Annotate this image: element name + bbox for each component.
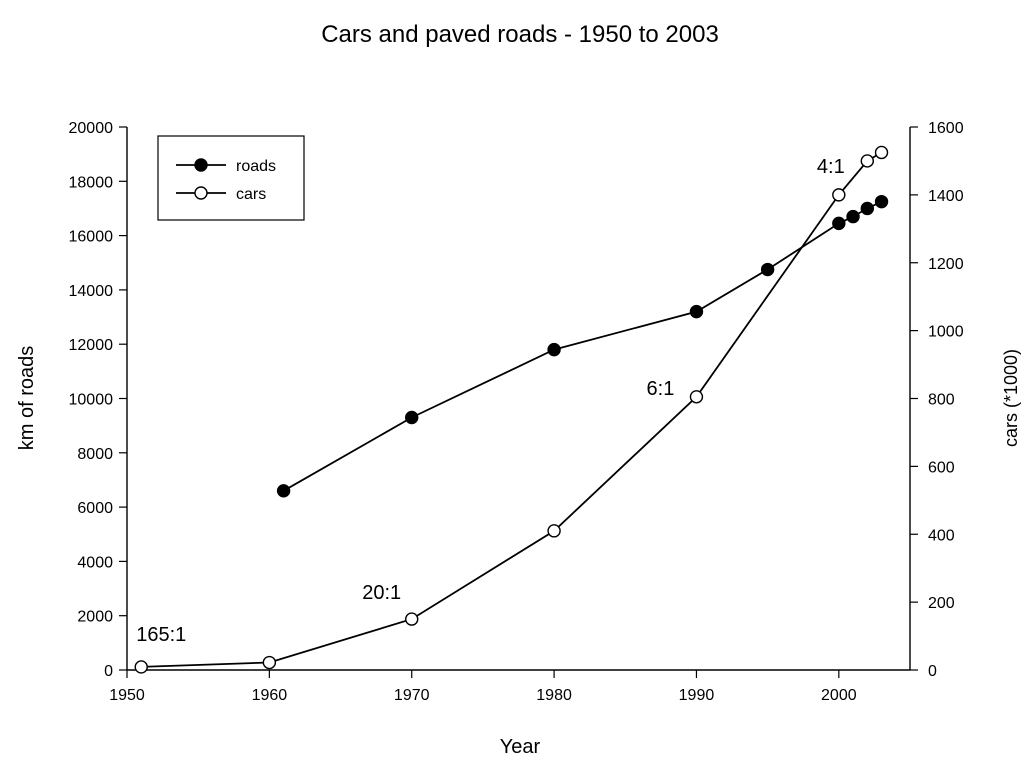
annotation-label: 20:1 [362,582,401,604]
legend-label-cars: cars [236,186,266,203]
annotation-label: 165:1 [136,624,186,646]
y2-tick-label: 1400 [928,188,964,205]
legend-label-roads: roads [236,158,276,175]
legend-marker-cars [195,187,207,199]
y-tick-label: 20000 [69,120,114,137]
y-axis-right: 0 200 400 600 800 1000 1200 1400 1600 [910,120,964,680]
x-tick-label: 1970 [394,687,430,704]
data-point-roads [406,412,418,424]
y-tick-label: 6000 [77,500,113,517]
series-line-cars [141,153,881,667]
data-point-roads [861,202,873,214]
y2-tick-label: 400 [928,527,955,544]
y-axis-label: km of roads [16,346,38,450]
data-point-cars [263,657,275,669]
y2-tick-label: 600 [928,459,955,476]
x-tick-label: 1950 [109,687,145,704]
data-point-cars [690,391,702,403]
annotations: 165:1 20:1 6:1 4:1 [136,156,845,646]
x-axis-label: Year [500,736,541,758]
y-axis-left: 0 2000 4000 6000 8000 10000 12000 14000 16000 180… [69,120,128,680]
data-point-cars [876,146,888,158]
x-tick-label: 1960 [252,687,288,704]
y-tick-label: 12000 [69,337,114,354]
data-point-cars [833,189,845,201]
data-point-roads [548,344,560,356]
chart-title: Cars and paved roads - 1950 to 2003 [321,21,719,48]
data-point-roads [762,264,774,276]
y2-axis-label: cars (*1000) [1001,349,1021,447]
y2-tick-label: 1000 [928,324,964,341]
data-point-roads [847,211,859,223]
y2-tick-label: 0 [928,663,937,680]
y-tick-label: 0 [104,663,113,680]
data-point-cars [135,661,147,673]
x-tick-label: 2000 [821,687,857,704]
x-tick-label: 1980 [536,687,572,704]
data-point-cars [548,525,560,537]
y-tick-label: 8000 [77,446,113,463]
y-tick-label: 16000 [69,229,114,246]
series-line-roads [284,202,882,491]
annotation-label: 6:1 [647,378,675,400]
annotation-label: 4:1 [817,156,845,178]
y2-tick-label: 800 [928,392,955,409]
y2-tick-label: 200 [928,595,955,612]
data-point-roads [690,306,702,318]
y-tick-label: 18000 [69,174,114,191]
legend-marker-roads [195,159,207,171]
y2-tick-label: 1600 [928,120,964,137]
data-point-cars [406,613,418,625]
data-point-roads [278,485,290,497]
data-point-roads [876,196,888,208]
y-tick-label: 2000 [77,609,113,626]
y2-tick-label: 1200 [928,256,964,273]
y-tick-label: 10000 [69,392,114,409]
legend-box [158,136,304,220]
legend: roads cars [158,136,304,220]
y-tick-label: 4000 [77,554,113,571]
series-layer [135,146,887,672]
x-tick-label: 1990 [679,687,715,704]
data-point-roads [833,217,845,229]
y-tick-label: 14000 [69,283,114,300]
data-point-cars [861,155,873,167]
x-axis: 1950 1960 1970 1980 1990 2000 [109,670,857,704]
